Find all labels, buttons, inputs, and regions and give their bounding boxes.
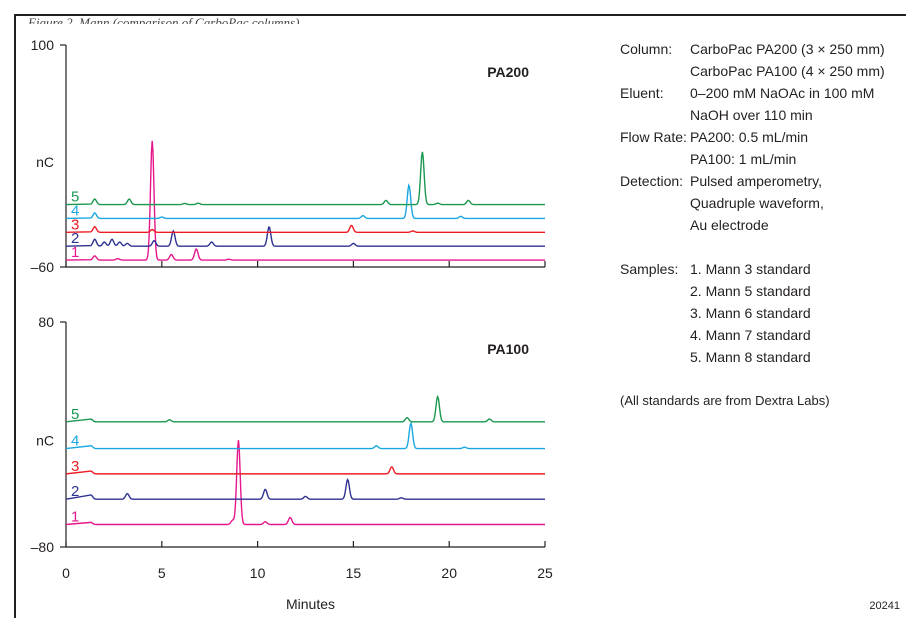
samples-label: Samples: [620,261,679,277]
samples-list: 1. Mann 3 standard 2. Mann 5 standard 3. M… [690,258,900,368]
y-tick-label: 80 [38,314,54,330]
sample-item: 5. Mann 8 standard [690,349,811,365]
x-tick-label: 20 [441,565,457,581]
condition-value: Quadruple waveform, [690,195,824,211]
trace-line [65,421,545,450]
x-tick-label: 10 [250,565,266,581]
condition-label: Eluent: [620,85,664,101]
panel-title: PA200 [487,64,529,80]
trace-line [65,440,545,526]
samples-block: Samples: 1. Mann 3 standard 2. Mann 5 sta… [620,258,900,368]
sample-item: 2. Mann 5 standard [690,283,811,299]
x-tick-label: 25 [537,565,553,581]
y-axis-label: nC [36,433,54,449]
y-tick-label: 100 [31,37,55,53]
x-tick-label: 0 [62,565,70,581]
sample-item: 1. Mann 3 standard [690,261,811,277]
condition-values: PA200: 0.5 mL/min PA100: 1 mL/min [690,126,900,170]
trace-label: 5 [71,189,79,206]
condition-row: Eluent: 0–200 mM NaOAc in 100 mM NaOH over… [620,82,900,126]
condition-label: Detection: [620,173,684,189]
trace-label: 5 [71,406,79,423]
trace-line [65,140,545,261]
trace-label: 2 [71,230,79,247]
condition-row: Column: CarboPac PA200 (3 × 250 mm) CarboP… [620,38,900,82]
conditions-list: Column: CarboPac PA200 (3 × 250 mm) CarboP… [620,38,900,236]
condition-row: Detection: Pulsed amperometry, Quadruple w… [620,170,900,236]
condition-value: 0–200 mM NaOAc in 100 mM [690,85,875,101]
trace-line [65,394,545,423]
condition-values: CarboPac PA200 (3 × 250 mm) CarboPac PA10… [690,38,900,82]
trace-line [65,226,545,247]
condition-value: NaOH over 110 min [690,107,813,123]
condition-row: Flow Rate: PA200: 0.5 mL/min PA100: 1 mL/m… [620,126,900,170]
trace-label: 1 [71,244,79,261]
trace-line [65,151,545,206]
x-tick-label: 5 [158,565,166,581]
x-axis-label: Minutes [286,596,335,612]
trace-line [65,224,545,234]
standards-note: (All standards are from Dextra Labs) [620,393,830,408]
condition-value: PA100: 1 mL/min [690,151,797,167]
trace-label: 3 [71,216,79,233]
sample-item: 4. Mann 7 standard [690,327,811,343]
condition-values: Pulsed amperometry, Quadruple waveform, Au… [690,170,900,236]
condition-value: PA200: 0.5 mL/min [690,129,809,145]
trace-label: 1 [71,509,79,526]
panel-title: PA100 [487,341,529,357]
trace-line [65,478,545,500]
conditions-panel: Column: CarboPac PA200 (3 × 250 mm) CarboP… [620,38,900,412]
figure-caption: Figure 2. Mann (comparison of CarboPac c… [28,15,300,24]
condition-value: CarboPac PA100 (4 × 250 mm) [690,63,885,79]
trace-label: 4 [71,433,79,450]
trace-line [65,183,545,220]
trace-label: 4 [71,202,79,219]
y-axis-label: nC [36,154,54,170]
figure-id: 20241 [869,600,900,612]
condition-value: Au electrode [690,217,769,233]
condition-label: Column: [620,41,673,57]
trace-label: 2 [71,483,79,500]
trace-line [65,466,545,475]
condition-value: Pulsed amperometry, [690,173,823,189]
trace-label: 3 [71,458,79,475]
figure-frame: Figure 2. Mann (comparison of CarboPac c… [14,14,906,618]
sample-item: 3. Mann 6 standard [690,305,811,321]
condition-label: Flow Rate: [620,129,687,145]
condition-values: 0–200 mM NaOAc in 100 mM NaOH over 110 mi… [690,82,900,126]
y-tick-label: –80 [31,539,55,555]
x-tick-label: 15 [346,565,362,581]
y-tick-label: –60 [31,259,55,275]
condition-value: CarboPac PA200 (3 × 250 mm) [690,41,885,57]
